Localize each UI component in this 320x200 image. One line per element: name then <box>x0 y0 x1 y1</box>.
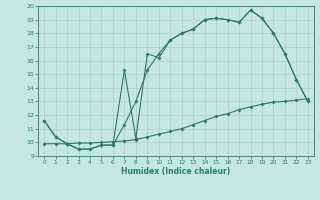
X-axis label: Humidex (Indice chaleur): Humidex (Indice chaleur) <box>121 167 231 176</box>
